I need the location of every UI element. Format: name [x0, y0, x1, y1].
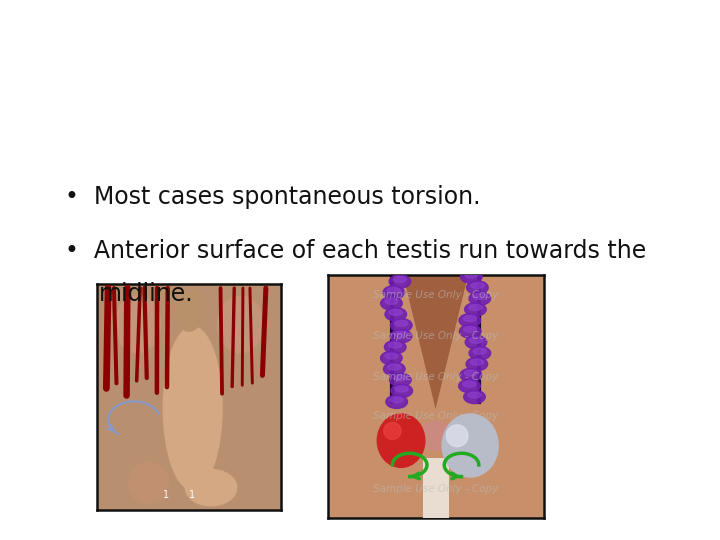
Ellipse shape [459, 314, 481, 327]
Ellipse shape [442, 414, 498, 477]
Ellipse shape [464, 315, 477, 321]
Ellipse shape [377, 414, 425, 467]
Text: midline.: midline. [99, 282, 194, 306]
Ellipse shape [389, 275, 410, 288]
Ellipse shape [466, 357, 487, 371]
Ellipse shape [471, 282, 484, 289]
Ellipse shape [461, 270, 482, 284]
Ellipse shape [383, 286, 405, 299]
Ellipse shape [467, 281, 488, 294]
Ellipse shape [473, 348, 486, 354]
Ellipse shape [469, 338, 482, 343]
Text: Sample Use Only - Copy: Sample Use Only - Copy [373, 411, 498, 421]
Ellipse shape [114, 296, 161, 353]
Ellipse shape [464, 370, 477, 376]
Ellipse shape [381, 296, 402, 310]
Ellipse shape [395, 320, 408, 326]
Ellipse shape [384, 340, 406, 354]
Ellipse shape [185, 469, 237, 506]
Ellipse shape [385, 299, 398, 305]
Ellipse shape [390, 397, 403, 403]
Ellipse shape [128, 463, 168, 503]
Ellipse shape [446, 425, 468, 447]
Polygon shape [403, 275, 468, 409]
Ellipse shape [391, 384, 413, 397]
Ellipse shape [381, 352, 402, 365]
Text: Sample Use Only - Copy: Sample Use Only - Copy [373, 331, 498, 341]
Ellipse shape [393, 276, 406, 282]
Ellipse shape [470, 359, 483, 365]
Ellipse shape [459, 325, 481, 338]
Ellipse shape [390, 373, 411, 387]
Text: •  Anterior surface of each testis run towards the: • Anterior surface of each testis run to… [65, 239, 646, 263]
Ellipse shape [469, 305, 482, 310]
Ellipse shape [389, 342, 402, 348]
Ellipse shape [464, 326, 477, 333]
Ellipse shape [473, 294, 486, 300]
Ellipse shape [464, 303, 486, 316]
Ellipse shape [395, 331, 408, 338]
Ellipse shape [384, 362, 405, 376]
Ellipse shape [390, 329, 412, 343]
FancyBboxPatch shape [328, 275, 544, 518]
Ellipse shape [390, 319, 412, 332]
Text: 1: 1 [163, 490, 169, 500]
Text: Sample Use Only - Copy: Sample Use Only - Copy [373, 484, 498, 494]
Text: Sample Use Only - Copy: Sample Use Only - Copy [373, 373, 498, 382]
FancyBboxPatch shape [423, 457, 449, 518]
Ellipse shape [385, 308, 407, 321]
Ellipse shape [463, 381, 476, 387]
Ellipse shape [460, 368, 482, 382]
Ellipse shape [469, 292, 490, 305]
Ellipse shape [386, 395, 408, 408]
Ellipse shape [163, 327, 222, 490]
Ellipse shape [469, 347, 490, 360]
Text: Sample Use Only - Copy: Sample Use Only - Copy [373, 290, 498, 300]
Ellipse shape [464, 390, 485, 403]
Ellipse shape [394, 375, 407, 381]
Ellipse shape [390, 309, 402, 315]
Ellipse shape [217, 296, 264, 353]
Ellipse shape [395, 386, 408, 392]
Ellipse shape [465, 335, 487, 349]
Ellipse shape [468, 392, 481, 398]
Text: •  Most cases spontaneous torsion.: • Most cases spontaneous torsion. [65, 185, 480, 209]
Ellipse shape [465, 272, 478, 278]
Ellipse shape [385, 353, 398, 359]
Text: 1: 1 [189, 490, 195, 500]
Ellipse shape [384, 422, 401, 440]
Ellipse shape [388, 364, 401, 370]
Ellipse shape [459, 379, 480, 393]
Ellipse shape [420, 421, 451, 450]
Ellipse shape [387, 287, 400, 294]
Ellipse shape [175, 291, 203, 331]
